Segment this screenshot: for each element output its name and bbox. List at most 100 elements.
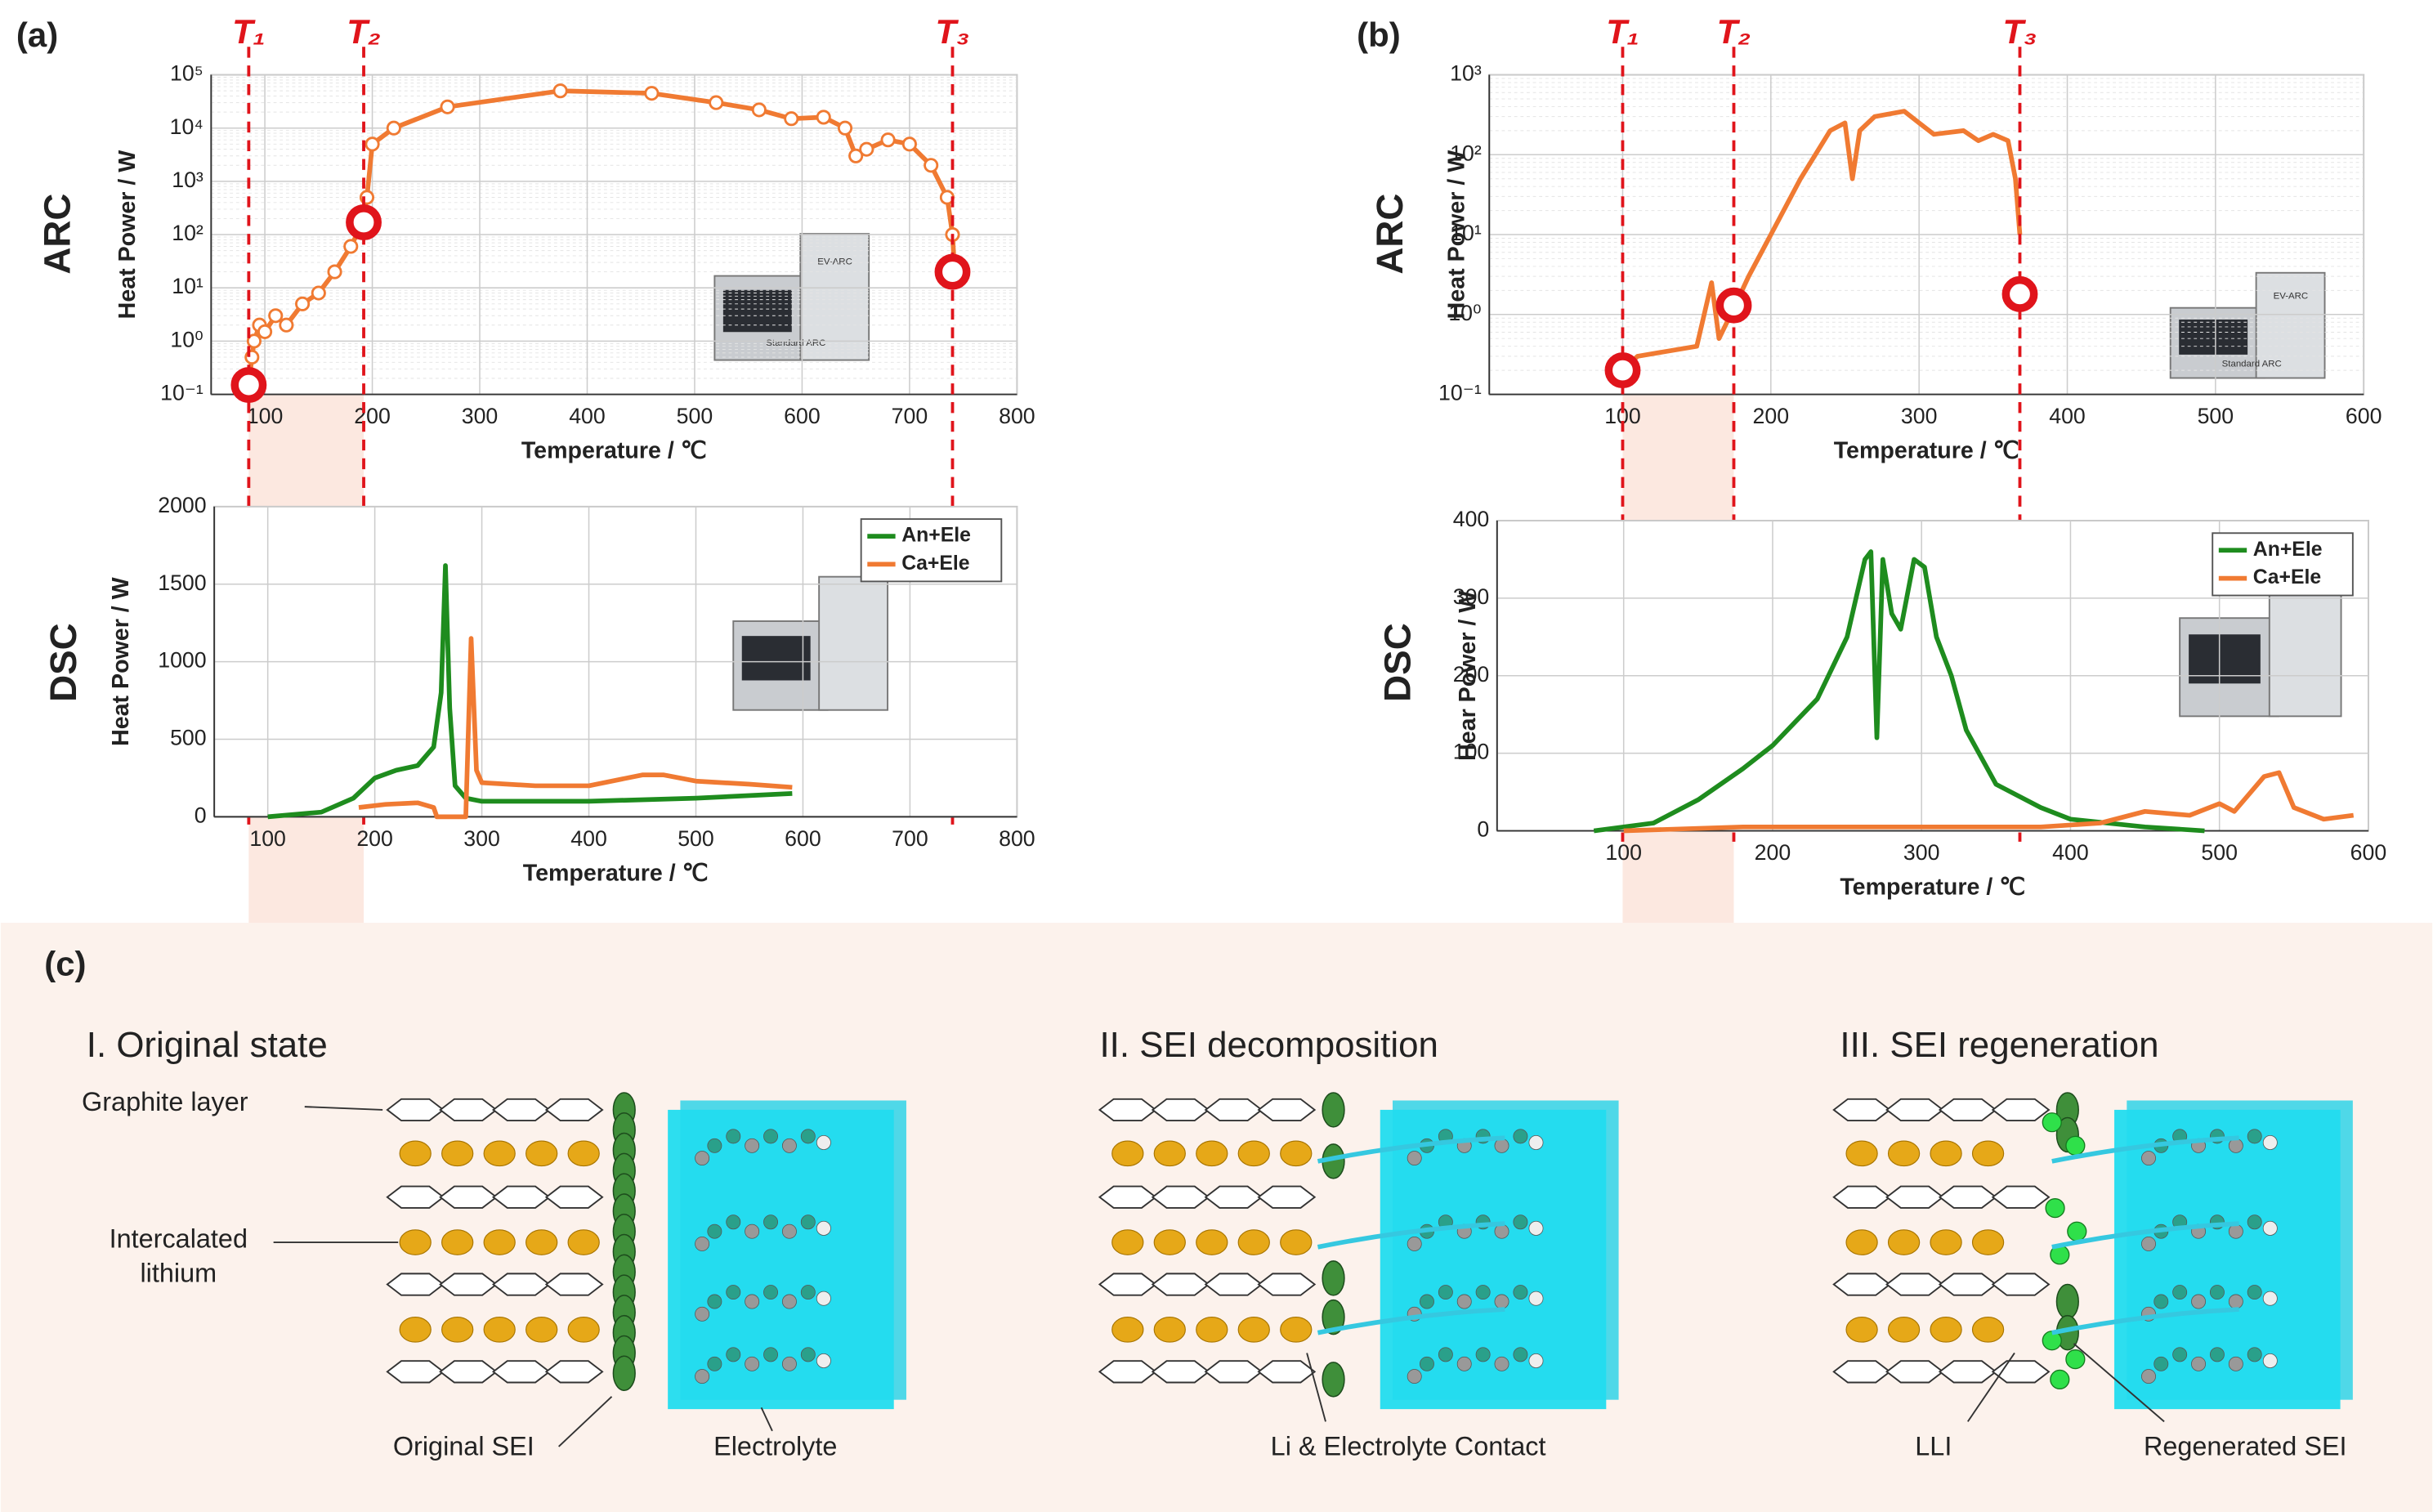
- x-tick-label: 300: [1901, 404, 1938, 428]
- graphite-hexagon: [1257, 1273, 1317, 1296]
- molecule-atom: [2228, 1223, 2243, 1239]
- data-point: [880, 132, 896, 148]
- panel-label: (b): [1357, 16, 1401, 54]
- legend-label: An+Ele: [2253, 539, 2323, 561]
- graphite-hexagon: [439, 1098, 498, 1122]
- x-axis-label: Temperature / ℃: [1834, 438, 2019, 464]
- panel-label: (a): [16, 16, 58, 54]
- graphite-hexagon: [1938, 1098, 1997, 1122]
- graphite-hexagon: [544, 1098, 604, 1122]
- regenerated-sei: [2065, 1349, 2086, 1370]
- lithium-atom: [526, 1229, 558, 1255]
- molecule-atom: [763, 1129, 778, 1144]
- threshold-marker: [1715, 287, 1752, 324]
- y-tick-label: 200: [1453, 662, 1490, 687]
- molecule-atom: [2247, 1347, 2262, 1362]
- y-tick-label: 2000: [158, 493, 206, 517]
- molecule-atom: [2191, 1294, 2207, 1309]
- graphite-hexagon: [1938, 1273, 1997, 1296]
- graphite-hexagon: [1991, 1360, 2051, 1384]
- li-migration-arrow: [1317, 1221, 1505, 1250]
- lithium-atom: [1111, 1317, 1144, 1343]
- molecule-atom: [816, 1135, 831, 1150]
- molecule-atom: [726, 1285, 741, 1300]
- lithium-atom: [1845, 1317, 1878, 1343]
- molecule-atom: [1494, 1294, 1509, 1309]
- molecule-atom: [707, 1356, 722, 1371]
- molecule-atom: [2228, 1356, 2243, 1371]
- regenerated-sei: [2065, 1135, 2086, 1156]
- legend-label: An+Ele: [901, 525, 971, 547]
- graphite-hexagon: [1991, 1185, 2051, 1209]
- y-tick-label: 10⁰: [170, 327, 203, 351]
- graphite-hexagon: [1204, 1273, 1263, 1296]
- molecule-atom: [1407, 1369, 1422, 1385]
- x-tick-label: 200: [356, 826, 393, 851]
- data-point: [295, 296, 311, 311]
- graphite-hexagon: [544, 1185, 604, 1209]
- data-point: [279, 317, 294, 333]
- molecule-atom: [2228, 1138, 2243, 1153]
- side-label: ARC: [1369, 194, 1411, 275]
- molecule-atom: [763, 1285, 778, 1300]
- callout-label: Regenerated SEI: [2144, 1431, 2347, 1461]
- callout-label: Original SEI: [393, 1431, 534, 1461]
- sei-particle: [612, 1355, 636, 1392]
- x-tick-label: 100: [247, 404, 284, 428]
- y-axis-label: Heat Power / W: [108, 577, 134, 746]
- threshold-label: T₃: [936, 12, 970, 51]
- lithium-atom: [1930, 1229, 1962, 1255]
- molecule-atom: [1420, 1356, 1434, 1371]
- inset-label: Standard ARC: [2222, 359, 2282, 369]
- callout-label: LLI: [1915, 1431, 1952, 1461]
- y-tick-label: 10²: [1450, 141, 1482, 165]
- graphite-hexagon: [1991, 1273, 2051, 1296]
- molecule-atom: [2209, 1285, 2225, 1300]
- regenerated-sei: [2042, 1331, 2062, 1351]
- panel-label: (c): [44, 945, 86, 983]
- graphite-hexagon: [491, 1185, 551, 1209]
- sei-particle: [1322, 1362, 1345, 1398]
- molecule-atom: [816, 1353, 831, 1368]
- callout-line: [558, 1396, 613, 1447]
- x-tick-label: 400: [2049, 404, 2086, 428]
- data-line: [267, 563, 793, 820]
- threshold-label: T₁: [1606, 12, 1639, 51]
- lithium-atom: [1111, 1229, 1144, 1255]
- molecule-atom: [781, 1138, 797, 1153]
- graphite-hexagon: [1938, 1360, 1997, 1384]
- graphite-hexagon: [386, 1098, 445, 1122]
- molecule-atom: [695, 1369, 710, 1385]
- graphite-hexagon: [491, 1098, 551, 1122]
- callout-label: lithium: [140, 1259, 217, 1288]
- molecule-atom: [1528, 1135, 1544, 1150]
- lithium-atom: [1845, 1229, 1878, 1255]
- regenerated-sei: [2050, 1369, 2070, 1389]
- molecule-atom: [1407, 1151, 1422, 1166]
- lithium-atom: [1237, 1140, 1270, 1167]
- molecule-atom: [800, 1285, 816, 1300]
- legend-label: Ca+Ele: [2253, 566, 2321, 588]
- graphite-hexagon: [1151, 1185, 1210, 1209]
- molecule-atom: [1494, 1356, 1509, 1371]
- lithium-atom: [441, 1229, 474, 1255]
- molecule-atom: [816, 1220, 831, 1236]
- graphite-hexagon: [1204, 1360, 1263, 1384]
- molecule-atom: [726, 1129, 741, 1144]
- y-tick-label: 10⁻¹: [1438, 381, 1482, 405]
- threshold-marker: [934, 253, 971, 290]
- graphite-hexagon: [1098, 1185, 1157, 1209]
- molecule-atom: [745, 1294, 760, 1309]
- molecule-atom: [763, 1347, 778, 1362]
- data-point: [837, 120, 853, 136]
- lithium-atom: [1237, 1317, 1270, 1343]
- x-tick-label: 200: [1753, 404, 1790, 428]
- data-point: [268, 308, 284, 324]
- callout-line: [760, 1407, 773, 1432]
- lithium-atom: [567, 1229, 600, 1255]
- data-point: [257, 324, 273, 339]
- molecule-atom: [781, 1356, 797, 1371]
- lithium-atom: [1111, 1140, 1144, 1167]
- data-point: [440, 99, 455, 114]
